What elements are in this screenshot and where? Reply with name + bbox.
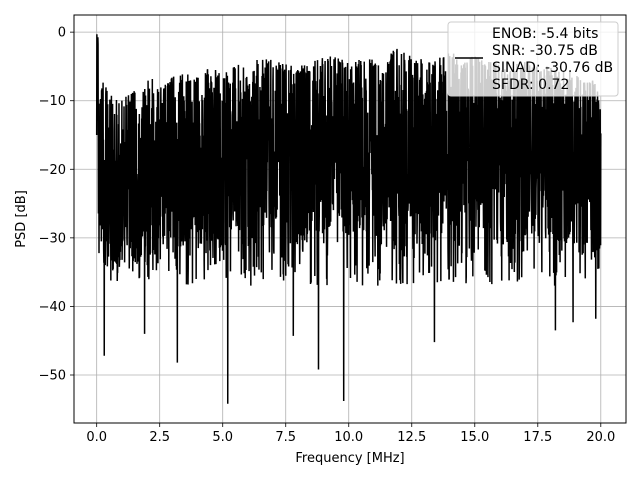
- y-tick-label: 0: [58, 26, 66, 41]
- x-tick-label: 0.0: [86, 430, 107, 445]
- legend-entry-enob: ENOB: -5.4 bits: [492, 26, 598, 42]
- x-tick-label: 5.0: [212, 430, 233, 445]
- x-tick-label: 17.5: [523, 430, 552, 445]
- x-tick-label: 12.5: [397, 430, 426, 445]
- legend-entry-sinad: SINAD: -30.76 dB: [492, 60, 613, 76]
- legend: ENOB: -5.4 bits SNR: -30.75 dB SINAD: -3…: [447, 21, 619, 97]
- y-tick-label: −20: [39, 163, 66, 178]
- x-axis-label: Frequency [MHz]: [295, 451, 404, 466]
- y-tick-label: −10: [39, 94, 66, 109]
- x-tick-label: 20.0: [586, 430, 615, 445]
- x-tick-label: 10.0: [334, 430, 363, 445]
- legend-box: [447, 21, 619, 97]
- plot-area: [95, 34, 602, 404]
- y-axis: 0 −10 −20 −30 −40 −50: [39, 26, 74, 384]
- legend-entry-sfdr: SFDR: 0.72: [492, 77, 569, 93]
- plot-frame: [73, 14, 627, 424]
- x-tick-label: 7.5: [275, 430, 296, 445]
- y-tick-label: −40: [39, 300, 66, 315]
- x-axis: 0.0 2.5 5.0 7.5 10.0 12.5 15.0 17.5 20.0: [86, 423, 615, 445]
- y-tick-label: −30: [39, 231, 66, 246]
- legend-entry-snr: SNR: -30.75 dB: [492, 43, 598, 59]
- psd-series-line: [95, 34, 602, 404]
- y-tick-label: −50: [39, 369, 66, 384]
- x-tick-label: 15.0: [460, 430, 489, 445]
- y-axis-label: PSD [dB]: [14, 190, 29, 248]
- x-tick-label: 2.5: [149, 430, 170, 445]
